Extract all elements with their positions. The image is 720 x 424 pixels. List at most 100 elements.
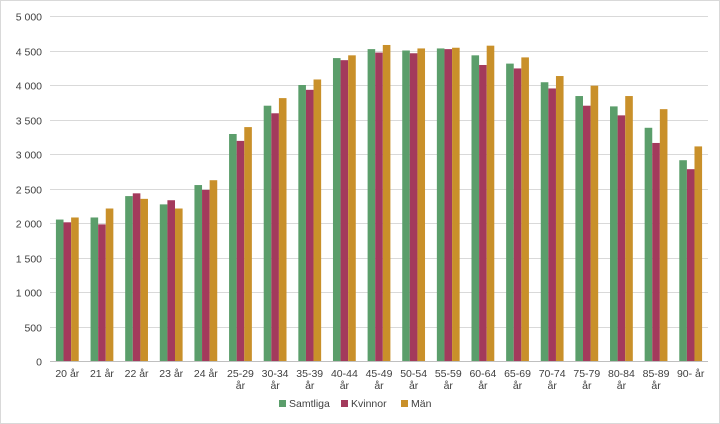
x-tick-label: 85-89	[643, 368, 670, 380]
y-tick-label: 0	[36, 357, 42, 369]
bar-kvinnor	[479, 64, 487, 362]
bar-män	[278, 98, 287, 362]
bar-män	[382, 44, 391, 361]
x-tick-label: 70-74	[539, 368, 566, 380]
bar-kvinnor	[409, 53, 418, 361]
bar-män	[348, 55, 356, 361]
x-tick-label: 60-64	[469, 368, 496, 380]
bar-män	[140, 198, 148, 361]
bar-män	[590, 85, 599, 361]
x-tick-label: år	[409, 380, 419, 392]
y-tick-label: 5 000	[16, 12, 42, 24]
legend-swatch	[279, 400, 286, 407]
x-tick-label: år	[340, 380, 350, 392]
bar-kvinnor	[98, 224, 106, 361]
bar-kvinnor	[513, 68, 522, 361]
bar-samtliga	[332, 58, 341, 362]
x-tick-label: år	[305, 380, 315, 392]
bar-samtliga	[575, 96, 583, 361]
x-tick-label: år	[582, 380, 592, 392]
y-tick-label: 4 500	[16, 47, 42, 59]
x-tick-label: 22 år	[125, 368, 149, 380]
bar-kvinnor	[132, 193, 141, 361]
bar-samtliga	[679, 160, 687, 361]
x-tick-label: 20 år	[55, 368, 79, 380]
bar-män	[209, 180, 218, 361]
y-tick-label: 3 000	[16, 150, 42, 162]
bar-män	[694, 146, 703, 361]
bar-kvinnor	[444, 49, 453, 362]
bar-samtliga	[540, 82, 549, 362]
bar-samtliga	[229, 133, 237, 361]
x-tick-label: 45-49	[366, 368, 393, 380]
legend: Samtliga Kvinnor Män	[279, 398, 432, 410]
x-tick-label: år	[651, 380, 661, 392]
x-tick-label: 80-84	[608, 368, 635, 380]
x-tick-label: år	[236, 380, 246, 392]
bar-samtliga	[610, 106, 618, 361]
bar-samtliga	[263, 105, 272, 361]
y-tick-label: 1 500	[16, 254, 42, 266]
x-tick-label: 55-59	[435, 368, 462, 380]
x-tick-label: 40-44	[331, 368, 358, 380]
bar-kvinnor	[582, 105, 591, 361]
bar-män	[175, 208, 183, 361]
bar-samtliga	[125, 196, 133, 361]
x-tick-label: år	[478, 380, 488, 392]
bar-kvinnor	[548, 88, 556, 361]
bar-kvinnor	[305, 89, 314, 361]
x-tick-label: år	[270, 380, 280, 392]
y-tick-label: 4 000	[16, 81, 42, 93]
bar-män	[417, 48, 426, 362]
x-tick-label: år	[374, 380, 384, 392]
x-tick-label: 90- år	[677, 368, 705, 380]
legend-swatch	[341, 400, 348, 407]
y-axis: 0 500 1 000 1 500 2 000 2 500 3 000 3 500 4 000 4…	[16, 12, 42, 369]
x-tick-label: 21 år	[90, 368, 114, 380]
bar-samtliga	[159, 204, 168, 361]
bar-män	[313, 79, 322, 361]
bar-kvinnor	[340, 60, 349, 361]
bar-samtliga	[55, 219, 64, 361]
x-tick-label: 25-29	[227, 368, 254, 380]
bar-kvinnor	[617, 115, 626, 361]
bar-samtliga	[471, 55, 480, 361]
bar-kvinnor	[686, 169, 695, 361]
y-tick-label: 2 500	[16, 185, 42, 197]
bar-män	[244, 127, 252, 361]
bar-män	[521, 57, 529, 362]
bar-samtliga	[436, 48, 445, 362]
bars	[55, 44, 703, 362]
y-tick-label: 500	[24, 323, 42, 335]
bar-män	[71, 217, 79, 361]
x-tick-label: 35-39	[296, 368, 323, 380]
x-tick-label: år	[617, 380, 627, 392]
x-tick-label: 75-79	[573, 368, 600, 380]
bar-kvinnor	[375, 52, 383, 361]
x-tick-label: år	[547, 380, 557, 392]
bar-män	[452, 47, 460, 362]
bar-samtliga	[298, 85, 306, 361]
bar-män	[659, 109, 668, 362]
bar-män	[625, 96, 633, 361]
bar-kvinnor	[167, 200, 176, 361]
legend-swatch	[401, 400, 408, 407]
y-tick-label: 2 000	[16, 219, 42, 231]
bar-kvinnor	[236, 140, 245, 361]
legend-label: Samtliga	[289, 398, 330, 410]
x-tick-label: 30-34	[262, 368, 289, 380]
x-tick-label: 65-69	[504, 368, 531, 380]
bar-kvinnor	[652, 142, 660, 361]
bar-kvinnor	[63, 222, 72, 361]
legend-label: Kvinnor	[351, 398, 387, 410]
bar-samtliga	[90, 217, 99, 361]
bar-samtliga	[506, 63, 514, 362]
y-tick-label: 3 500	[16, 116, 42, 128]
x-tick-label: år	[444, 380, 454, 392]
y-tick-label: 1 000	[16, 288, 42, 300]
bar-kvinnor	[202, 189, 210, 361]
x-tick-label: 23 år	[159, 368, 183, 380]
bar-män	[105, 208, 114, 361]
x-tick-label: 24 år	[194, 368, 218, 380]
x-tick-label: 50-54	[400, 368, 427, 380]
